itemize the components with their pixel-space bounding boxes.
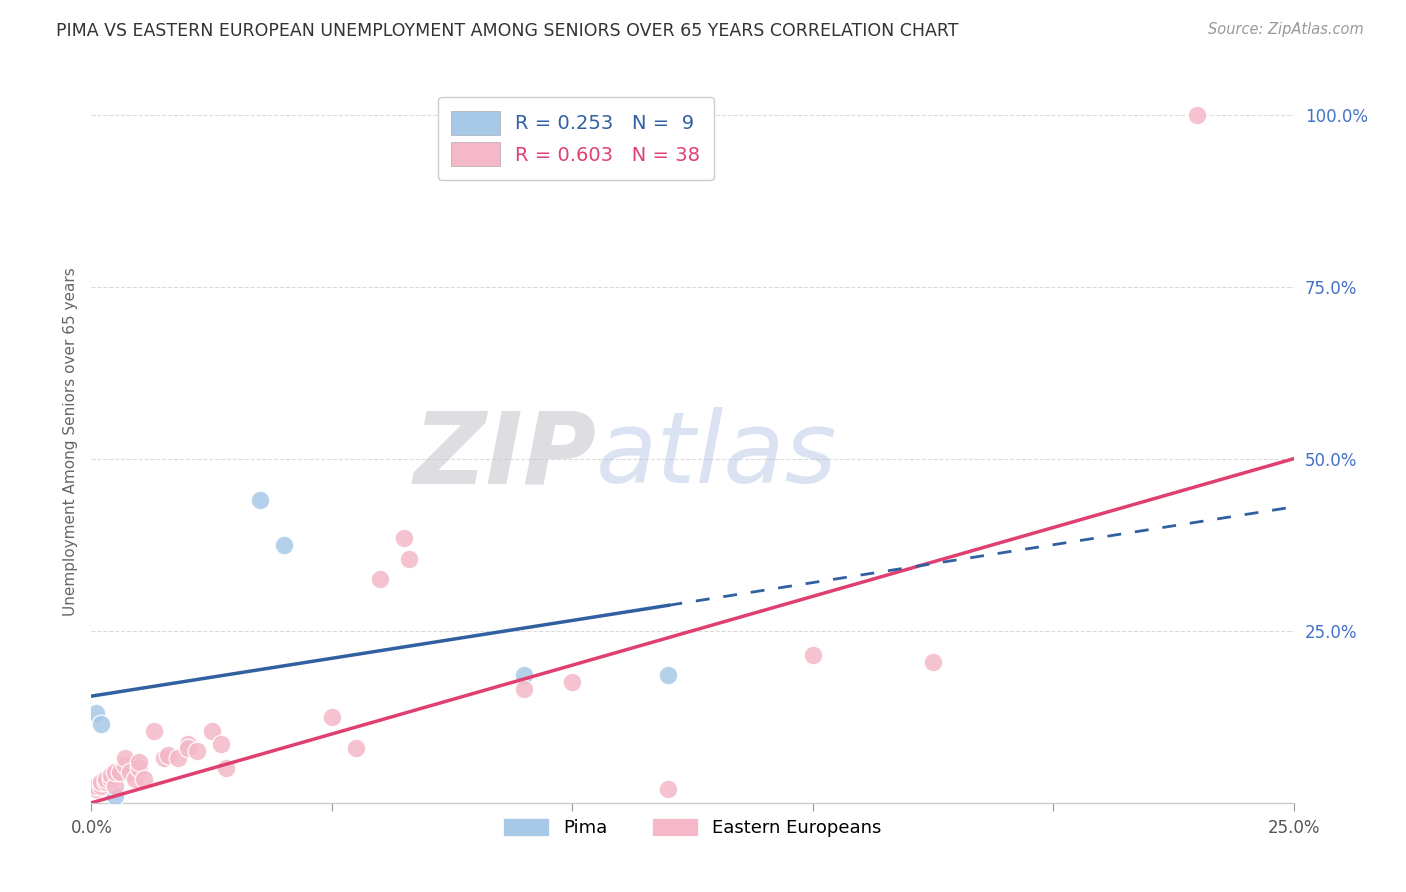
Point	[801, 648, 824, 662]
Point	[513, 682, 536, 697]
Point	[114, 751, 136, 765]
Point	[922, 655, 945, 669]
Point	[249, 493, 271, 508]
Point	[100, 772, 122, 786]
Point	[273, 538, 295, 552]
Text: PIMA VS EASTERN EUROPEAN UNEMPLOYMENT AMONG SENIORS OVER 65 YEARS CORRELATION CH: PIMA VS EASTERN EUROPEAN UNEMPLOYMENT AM…	[56, 22, 959, 40]
Point	[90, 779, 112, 793]
Point	[114, 758, 136, 772]
Point	[104, 789, 127, 803]
Text: ZIP: ZIP	[413, 408, 596, 505]
Point	[134, 772, 156, 786]
Point	[561, 675, 583, 690]
Text: atlas: atlas	[596, 408, 838, 505]
Point	[176, 737, 198, 751]
Point	[321, 710, 343, 724]
Point	[118, 764, 141, 779]
Point	[104, 779, 127, 793]
Point	[142, 723, 165, 738]
Point	[398, 551, 420, 566]
Point	[201, 723, 224, 738]
Point	[392, 531, 415, 545]
Point	[128, 755, 150, 769]
Point	[84, 706, 107, 721]
Point	[657, 782, 679, 797]
Point	[209, 737, 232, 751]
Point	[513, 668, 536, 682]
Point	[90, 775, 112, 789]
Point	[128, 761, 150, 775]
Point	[167, 751, 190, 765]
Legend: Pima, Eastern Europeans: Pima, Eastern Europeans	[496, 811, 889, 845]
Point	[344, 740, 367, 755]
Point	[1187, 108, 1209, 122]
Point	[152, 751, 174, 765]
Point	[90, 716, 112, 731]
Point	[176, 740, 198, 755]
Text: Source: ZipAtlas.com: Source: ZipAtlas.com	[1208, 22, 1364, 37]
Point	[104, 764, 127, 779]
Point	[124, 772, 146, 786]
Point	[84, 782, 107, 797]
Point	[368, 572, 391, 586]
Point	[215, 761, 238, 775]
Point	[94, 772, 117, 786]
Point	[84, 779, 107, 793]
Point	[157, 747, 180, 762]
Point	[110, 764, 132, 779]
Y-axis label: Unemployment Among Seniors over 65 years: Unemployment Among Seniors over 65 years	[62, 268, 77, 615]
Point	[100, 768, 122, 782]
Point	[657, 668, 679, 682]
Point	[94, 775, 117, 789]
Point	[186, 744, 208, 758]
Point	[110, 764, 132, 779]
Point	[100, 768, 122, 782]
